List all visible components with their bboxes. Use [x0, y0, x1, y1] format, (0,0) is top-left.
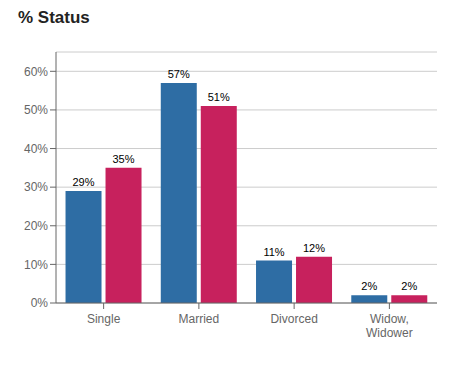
- svg-text:29%: 29%: [73, 176, 95, 188]
- svg-text:60%: 60%: [24, 65, 48, 79]
- svg-text:0%: 0%: [31, 296, 49, 310]
- svg-text:2%: 2%: [361, 280, 377, 292]
- svg-text:11%: 11%: [263, 246, 284, 258]
- svg-text:Married: Married: [179, 312, 220, 326]
- svg-text:2%: 2%: [401, 280, 417, 292]
- svg-text:30%: 30%: [24, 180, 48, 194]
- svg-text:10%: 10%: [24, 258, 48, 272]
- svg-text:51%: 51%: [208, 91, 230, 103]
- svg-text:Divorced: Divorced: [270, 312, 317, 326]
- svg-text:Widow,Widower: Widow,Widower: [366, 312, 413, 340]
- svg-text:12%: 12%: [303, 242, 325, 254]
- svg-text:20%: 20%: [24, 219, 48, 233]
- svg-text:57%: 57%: [168, 68, 190, 80]
- svg-text:Single: Single: [87, 312, 121, 326]
- html-text:% Status: % Status: [18, 8, 90, 27]
- svg-text:35%: 35%: [113, 153, 135, 165]
- svg-text:40%: 40%: [24, 142, 48, 156]
- svg-text:50%: 50%: [24, 103, 48, 117]
